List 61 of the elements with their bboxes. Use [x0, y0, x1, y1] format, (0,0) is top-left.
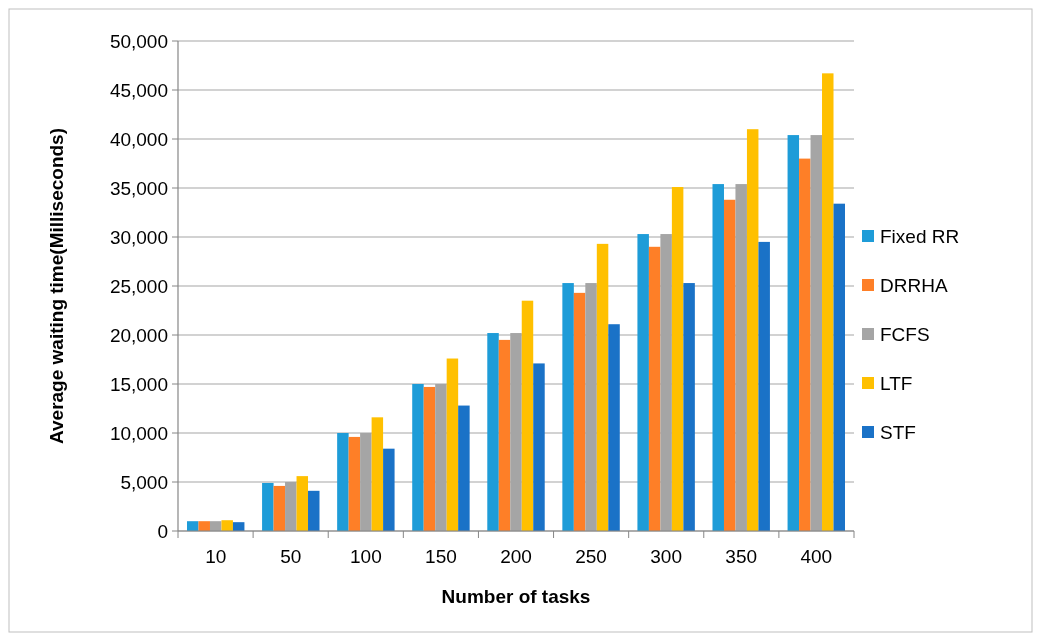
y-tick-label: 20,000: [109, 324, 168, 346]
bar: [573, 292, 586, 531]
bar: [746, 129, 759, 531]
bar: [498, 339, 511, 531]
y-tick-label: 5,000: [120, 471, 168, 493]
bar: [371, 417, 384, 531]
bar: [273, 485, 286, 531]
bar: [833, 203, 845, 531]
y-tick-label: 45,000: [109, 79, 168, 101]
x-tick-label: 150: [425, 546, 457, 567]
y-tick-label: 15,000: [109, 373, 168, 395]
x-tick-label: 350: [725, 546, 758, 567]
bar: [296, 476, 309, 531]
x-tick-label: 400: [800, 546, 833, 567]
y-tick-label: 50,000: [109, 30, 168, 52]
x-tick-label: 200: [500, 546, 532, 567]
bar: [787, 135, 800, 531]
bar: [337, 433, 349, 531]
bar: [596, 243, 609, 531]
legend-label: LTF: [880, 372, 913, 394]
x-tick-label: 250: [575, 546, 607, 567]
x-tick-label: 100: [350, 546, 382, 567]
bar: [608, 324, 620, 531]
bar: [412, 384, 424, 531]
bar: [348, 436, 361, 531]
bar: [262, 482, 274, 531]
x-tick-label: 300: [650, 546, 682, 567]
bar: [799, 158, 811, 531]
bar: [758, 241, 770, 531]
legend-label: DRRHA: [880, 274, 948, 296]
bar: [683, 283, 695, 531]
legend-label: STF: [880, 421, 916, 443]
bar: [723, 199, 736, 531]
y-tick-label: 35,000: [109, 177, 168, 199]
bar: [446, 358, 459, 531]
bar: [383, 448, 395, 531]
x-tick-label: 10: [205, 546, 227, 567]
x-axis-title: Number of tasks: [441, 586, 591, 607]
bar: [487, 333, 499, 531]
y-tick-label: 25,000: [109, 275, 168, 297]
bar: [637, 234, 649, 531]
bar: [521, 300, 534, 531]
bar: [423, 386, 436, 531]
y-tick-label: 10,000: [109, 422, 168, 444]
y-tick-label: 0: [157, 520, 168, 542]
bar: [671, 187, 684, 531]
y-tick-label: 30,000: [109, 226, 168, 248]
bar: [533, 363, 545, 531]
bar: [648, 246, 661, 531]
bar: [308, 490, 320, 531]
legend-label: Fixed RR: [880, 225, 960, 247]
bar: [712, 184, 724, 531]
bar: [198, 521, 210, 531]
bar: [822, 73, 834, 531]
x-tick-label: 50: [280, 546, 302, 567]
bar: [562, 283, 574, 531]
y-axis-title: Average waiting time(Milliseconds): [46, 127, 67, 445]
legend-label: FCFS: [880, 323, 930, 345]
bar: [221, 520, 233, 531]
y-tick-label: 40,000: [109, 128, 168, 150]
bar: [458, 405, 470, 531]
